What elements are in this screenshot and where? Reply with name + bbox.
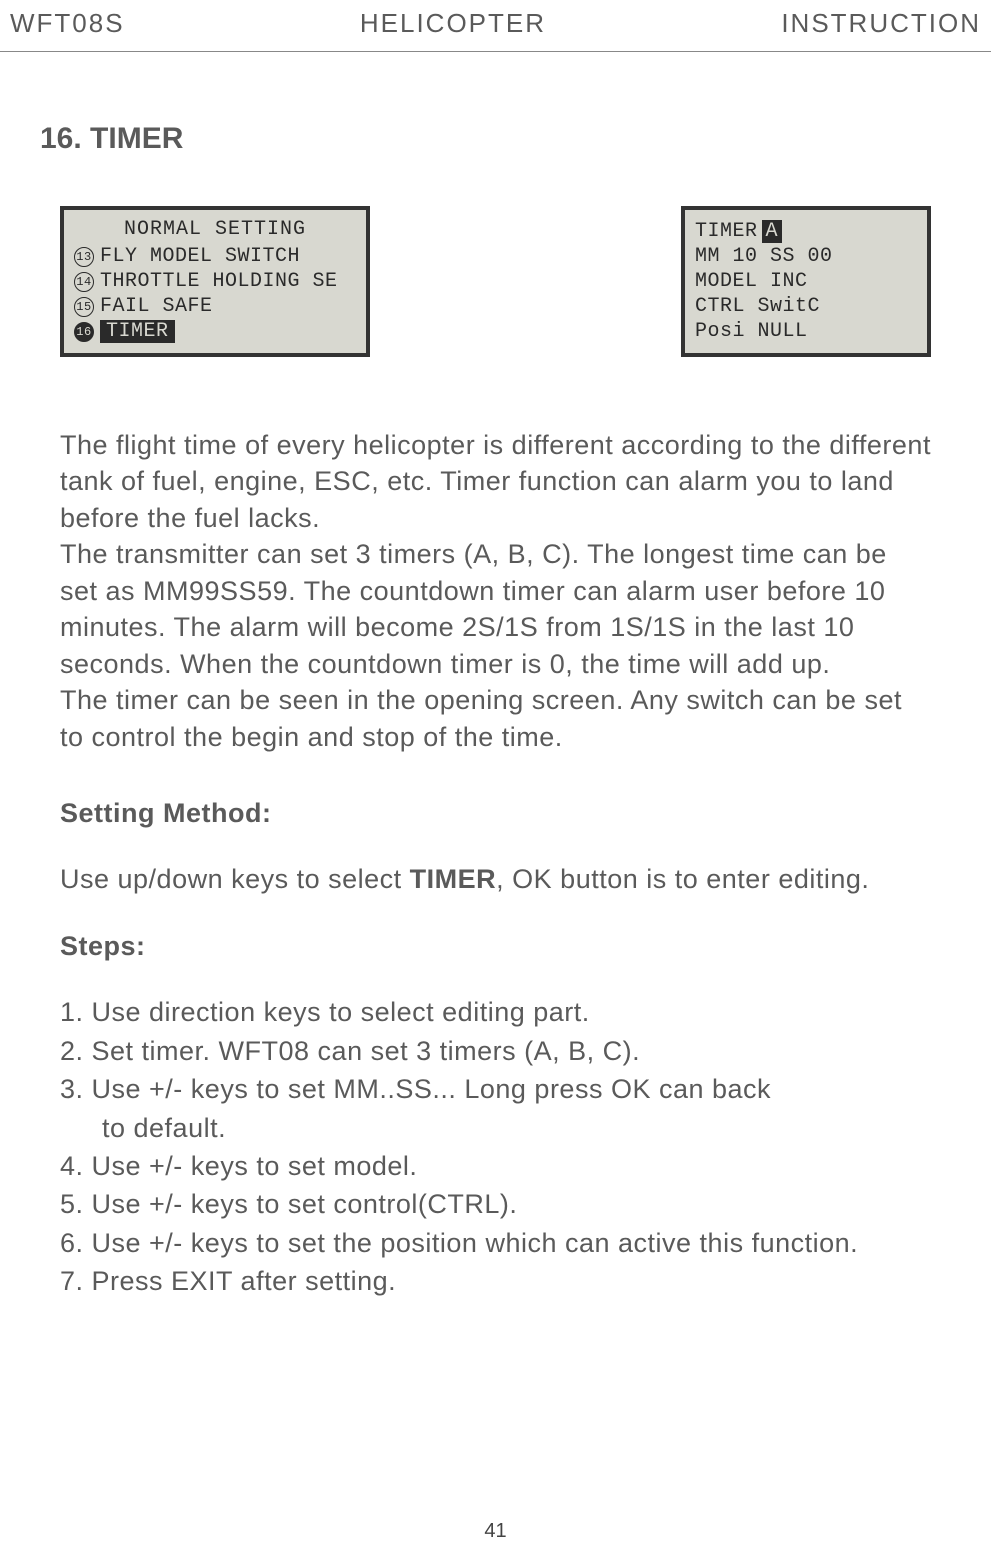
row-number-icon: 13 (74, 247, 94, 267)
lcd-right-row-3: CTRL SwitC (695, 295, 917, 318)
page-header: WFT08S HELICOPTER INSTRUCTION (0, 0, 991, 52)
step-line: 2. Set timer. WFT08 can set 3 timers (A,… (60, 1033, 931, 1069)
section-title: 16. TIMER (40, 122, 991, 156)
timer-badge: A (762, 220, 783, 243)
paragraph-3: The timer can be seen in the opening scr… (60, 682, 931, 755)
step-line: 3. Use +/- keys to set MM..SS... Long pr… (60, 1071, 931, 1107)
step-line: 5. Use +/- keys to set control(CTRL). (60, 1186, 931, 1222)
page-number: 41 (0, 1520, 991, 1543)
row-text: FLY MODEL SWITCH (100, 245, 300, 268)
step-line: 6. Use +/- keys to set the position whic… (60, 1225, 931, 1261)
row-text: THROTTLE HOLDING SE (100, 270, 338, 293)
setting-method-heading: Setting Method: (60, 795, 931, 831)
setting-method-bold: TIMER (410, 864, 497, 894)
row-text: FAIL SAFE (100, 295, 213, 318)
lcd-left-title: NORMAL SETTING (74, 218, 356, 241)
setting-method-pre: Use up/down keys to select (60, 864, 410, 894)
header-left: WFT08S (10, 8, 125, 39)
steps-list: 1. Use direction keys to select editing … (60, 994, 931, 1300)
lcd-right-row-1: MM 10 SS 00 (695, 245, 917, 268)
lcd-left-row: 14 THROTTLE HOLDING SE (74, 270, 356, 293)
row-text: TIMER (100, 320, 175, 343)
lcd-right-row-2: MODEL INC (695, 270, 917, 293)
lcd-left-row: 16 TIMER (74, 320, 356, 343)
steps-heading: Steps: (60, 928, 931, 964)
step-line: 1. Use direction keys to select editing … (60, 994, 931, 1030)
paragraph-2: The transmitter can set 3 timers (A, B, … (60, 536, 931, 682)
lcd-right: TIMER A MM 10 SS 00 MODEL INC CTRL SwitC… (681, 206, 931, 357)
step-line: to default. (60, 1110, 931, 1146)
header-center: HELICOPTER (360, 8, 546, 39)
lcd-screens: NORMAL SETTING 13 FLY MODEL SWITCH 14 THROT… (0, 206, 991, 357)
step-line: 7. Press EXIT after setting. (60, 1263, 931, 1299)
lcd-left: NORMAL SETTING 13 FLY MODEL SWITCH 14 THROT… (60, 206, 370, 357)
lcd-right-text-0: TIMER (695, 220, 758, 243)
step-line: 4. Use +/- keys to set model. (60, 1148, 931, 1184)
header-right: INSTRUCTION (781, 8, 981, 39)
body-text: The flight time of every helicopter is d… (0, 427, 991, 1300)
lcd-right-row-0: TIMER A (695, 220, 917, 243)
lcd-left-row: 13 FLY MODEL SWITCH (74, 245, 356, 268)
setting-method-text: Use up/down keys to select TIMER, OK but… (60, 861, 931, 897)
setting-method-post: , OK button is to enter editing. (496, 864, 869, 894)
row-number-icon: 16 (74, 322, 94, 342)
paragraph-1: The flight time of every helicopter is d… (60, 427, 931, 536)
row-number-icon: 15 (74, 297, 94, 317)
lcd-right-row-4: Posi NULL (695, 320, 917, 343)
row-number-icon: 14 (74, 272, 94, 292)
lcd-left-row: 15 FAIL SAFE (74, 295, 356, 318)
